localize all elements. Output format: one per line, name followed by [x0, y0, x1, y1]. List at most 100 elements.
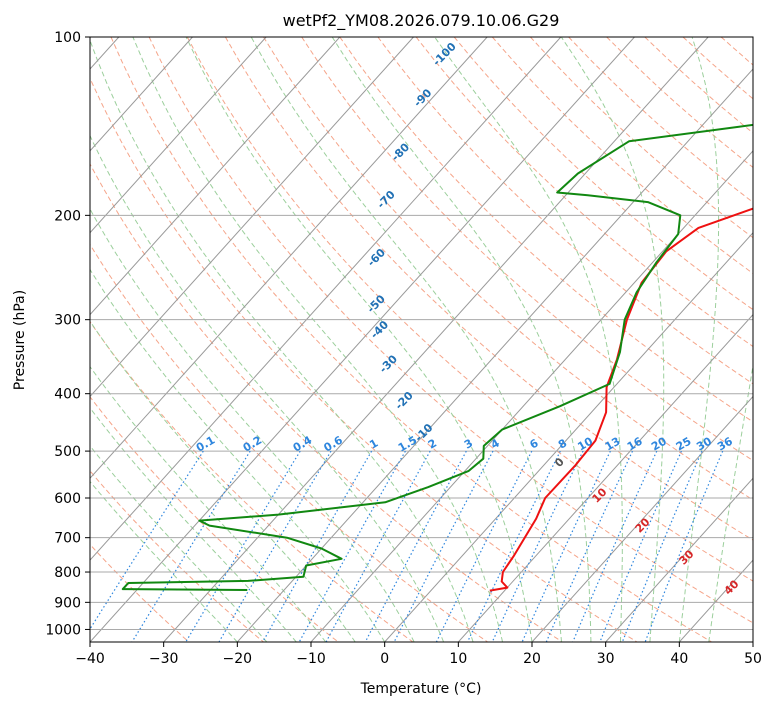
isotherm [90, 37, 635, 642]
height-label: -80 [389, 140, 412, 163]
moist-adiabat [90, 134, 445, 642]
mixing-ratio-line [364, 450, 467, 642]
isotherm [90, 37, 193, 152]
x-tick-label: −10 [296, 651, 326, 667]
mixing-ratio-line [298, 450, 406, 642]
mixing-ratio-line [262, 450, 373, 642]
y-tick-label: 700 [54, 531, 81, 547]
dry-adiabat [90, 543, 190, 642]
moist-adiabat [331, 37, 592, 642]
height-label: -20 [393, 389, 416, 412]
x-tick-label: 10 [449, 651, 467, 667]
dry-adiabat [301, 37, 753, 462]
mixing-ratio-label: 1 [367, 437, 380, 452]
mixing-ratio-line [599, 450, 682, 642]
moist-adiabat [434, 37, 623, 642]
moist-adiabat [132, 37, 503, 642]
height-label: -50 [365, 292, 388, 315]
height-label: -30 [377, 352, 400, 375]
dry-adiabat [90, 396, 339, 642]
moist-adiabat [708, 362, 753, 642]
y-tick-label: 500 [54, 444, 81, 460]
dry-adiabat-label: 30 [677, 547, 697, 567]
dry-adiabat [568, 37, 753, 203]
x-axis-ticks: −40 −30 −20 −10 0 10 20 30 40 50 [75, 642, 762, 667]
y-tick-label: 600 [54, 491, 81, 507]
mixing-ratio-line [521, 450, 611, 642]
y-tick-label: 300 [54, 313, 81, 329]
dry-adiabat-label: 20 [633, 515, 653, 535]
background-lines [90, 37, 753, 642]
isotherm [90, 37, 341, 316]
x-tick-label: −20 [223, 651, 253, 667]
y-tick-label: 100 [54, 30, 81, 46]
moist-adiabat [90, 445, 268, 642]
isotherm [605, 477, 753, 642]
mixing-ratio-line [185, 450, 301, 642]
moist-adiabat [90, 365, 327, 642]
dry-adiabat [644, 37, 753, 134]
y-axis-label: Pressure (hPa) [12, 290, 28, 390]
height-label: -60 [365, 246, 388, 269]
profile-lines [121, 123, 753, 592]
mixing-ratio-line [435, 450, 533, 642]
dry-adiabat [377, 37, 753, 385]
x-tick-label: −40 [75, 651, 105, 667]
dry-adiabat [224, 37, 753, 541]
dry-adiabat [90, 470, 264, 642]
y-tick-label: 200 [54, 208, 81, 224]
x-tick-label: 50 [744, 651, 762, 667]
dry-adiabat [263, 37, 753, 501]
x-tick-label: 40 [670, 651, 688, 667]
isotherm [310, 150, 753, 642]
y-tick-label: 800 [54, 565, 81, 581]
dry-adiabat-label: 40 [722, 577, 742, 597]
dry-adiabat [110, 37, 712, 642]
mixing-ratio-label: 2 [426, 437, 439, 452]
mixing-ratio-line [491, 450, 584, 642]
isotherm [90, 37, 414, 398]
dewpoint-profile [121, 123, 753, 591]
isotherm [90, 37, 562, 561]
mixing-ratio-line [572, 450, 658, 642]
moist-adiabat [250, 37, 562, 642]
x-tick-label: −30 [149, 651, 179, 667]
isotherm [236, 68, 753, 642]
mixing-ratio-label: 3 [462, 437, 475, 452]
height-label: -90 [411, 86, 434, 109]
moist-adiabat [560, 37, 665, 642]
moist-adiabat [185, 37, 533, 642]
dry-adiabat [90, 76, 638, 642]
y-tick-label: 1000 [45, 622, 81, 638]
moist-adiabat [90, 39, 474, 642]
x-tick-label: 30 [597, 651, 615, 667]
mixing-ratio-line [545, 450, 634, 642]
mixing-ratio-line [466, 450, 561, 642]
height-label: -40 [368, 318, 391, 341]
plot-frame [89, 36, 754, 643]
dry-adiabat [415, 37, 753, 348]
mixing-ratio-line [393, 450, 494, 642]
dry-adiabat [148, 37, 753, 624]
mixing-ratio-line [644, 450, 724, 642]
y-axis-ticks: 100 200 300 400 500 600 700 800 900 1000 [45, 30, 90, 638]
chart-title: wetPf2_YM08.2026.079.10.06.G29 [283, 11, 560, 31]
mixing-ratio-line [131, 450, 251, 642]
moist-adiabat [90, 208, 415, 642]
mixing-ratio-label: 6 [527, 436, 540, 451]
x-tick-label: 20 [523, 651, 541, 667]
dry-adiabat [90, 243, 488, 642]
height-label: -70 [375, 188, 398, 211]
x-tick-label: 0 [380, 651, 389, 667]
moist-adiabat [90, 320, 356, 642]
y-tick-label: 900 [54, 595, 81, 611]
isotherm [531, 395, 753, 642]
moist-adiabat [90, 480, 238, 642]
dry-adiabat [90, 320, 414, 642]
isotherm [163, 37, 709, 642]
mixing-ratio-line [621, 450, 703, 642]
dry-adiabat [339, 37, 753, 423]
y-tick-label: 400 [54, 387, 81, 403]
mixing-ratio-line [90, 450, 204, 631]
